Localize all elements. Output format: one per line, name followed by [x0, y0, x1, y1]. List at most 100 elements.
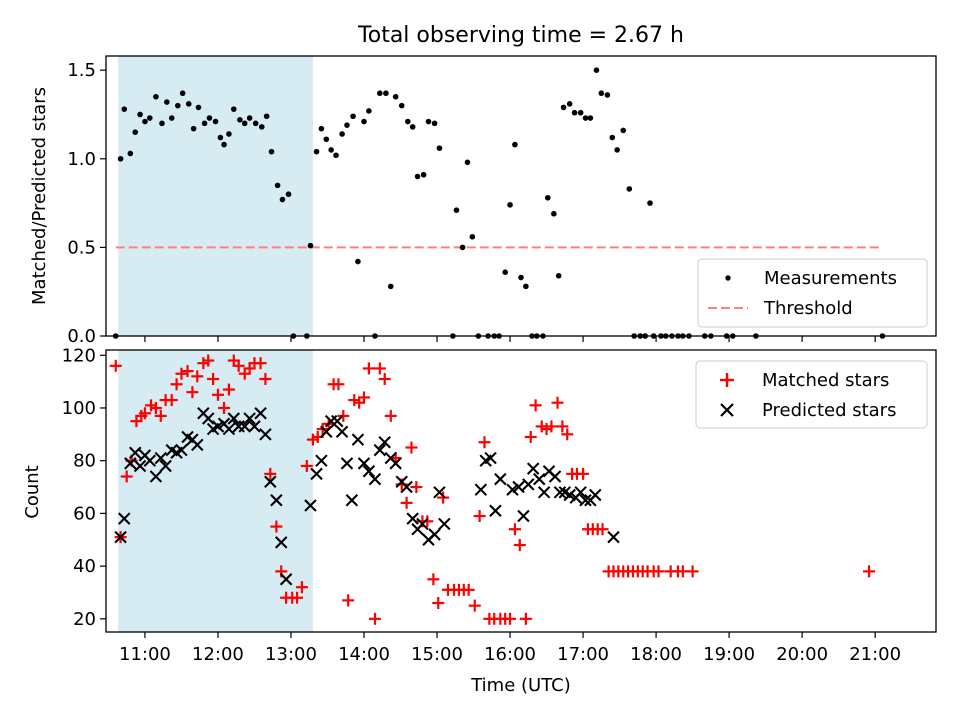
measurement-point: [405, 118, 411, 125]
matched-star-point: [300, 459, 313, 472]
matched-star-point: [232, 359, 245, 372]
matched-star-point: [362, 362, 375, 375]
predicted-star-stroke-b: [574, 486, 587, 499]
measurement-point: [268, 148, 275, 155]
measurement-point: [230, 106, 237, 112]
predicted-star-stroke-b: [362, 464, 376, 478]
predicted-star-stroke-b: [335, 425, 349, 438]
measurement-point: [195, 104, 202, 111]
predicted-star-stroke-b: [310, 467, 323, 481]
predicted-star-stroke-b: [522, 478, 535, 491]
predicted-star-point: [133, 459, 147, 473]
predicted-star-point: [335, 425, 349, 438]
measurement-point: [212, 118, 219, 125]
matched-star-point: [332, 378, 345, 391]
predicted-star-point: [428, 528, 441, 541]
predicted-star-stroke-b: [124, 457, 137, 470]
bottom-y-tick-label: 120: [62, 345, 96, 366]
matched-star-point: [120, 470, 133, 483]
predicted-star-stroke-b: [438, 517, 451, 531]
measurement-point: [142, 118, 148, 125]
matched-star-point: [473, 510, 486, 523]
predicted-star-stroke-b: [315, 454, 328, 467]
predicted-star-stroke-b: [279, 573, 293, 586]
observing-window-shade: [118, 56, 313, 336]
predicted-star-point: [548, 470, 562, 483]
bottom-axes-frame: [105, 349, 937, 633]
measurement-point: [409, 124, 416, 130]
measurement-point: [221, 141, 227, 148]
matched-star-point: [504, 612, 517, 625]
measurement-point: [132, 129, 139, 136]
matched-star-point: [462, 583, 475, 596]
measurement-point: [179, 90, 186, 97]
predicted-star-point: [330, 414, 344, 428]
measurement-point: [469, 233, 476, 240]
measurement-point: [366, 108, 372, 114]
measurement-point: [121, 106, 128, 112]
predicted-star-point: [484, 451, 497, 465]
legend-measurements-marker: [725, 275, 731, 281]
measurement-point: [159, 120, 165, 127]
measurement-point: [582, 115, 589, 121]
bottom-x-tick-label: 13:00: [265, 644, 317, 665]
measurement-point: [604, 92, 611, 98]
matched-star-point: [264, 467, 277, 480]
measurement-point: [361, 118, 367, 125]
bottom-legend: Matched stars Predicted stars: [695, 360, 928, 429]
predicted-star-point: [517, 509, 530, 523]
predicted-star-point: [201, 412, 215, 425]
measurement-point: [323, 136, 330, 143]
predicted-star-stroke-b: [345, 493, 359, 507]
predicted-star-stroke-b: [175, 443, 188, 457]
predicted-star-stroke-b: [201, 412, 215, 425]
predicted-star-stroke-b: [533, 472, 546, 486]
matched-star-point: [400, 496, 413, 509]
predicted-star-stroke-b: [484, 451, 497, 465]
matched-star-point: [259, 372, 272, 385]
matched-star-point: [109, 359, 122, 372]
predicted-star-stroke-b: [563, 488, 576, 502]
measurement-point: [555, 272, 562, 279]
predicted-star-stroke-b: [154, 451, 168, 465]
predicted-star-point: [588, 488, 602, 502]
legend-predicted-label: Predicted stars: [762, 400, 896, 421]
measurement-point: [436, 145, 443, 151]
predicted-star-stroke-b: [428, 528, 441, 541]
measurement-point: [383, 90, 389, 97]
matched-star-point: [368, 612, 381, 625]
predicted-star-point: [114, 530, 127, 544]
measurement-point: [318, 125, 325, 132]
measurement-point: [593, 67, 600, 73]
predicted-star-stroke-b: [330, 414, 344, 428]
predicted-star-point: [522, 478, 535, 491]
bottom-x-tick-label: 20:00: [776, 644, 828, 665]
measurement-point: [339, 131, 345, 137]
bottom-x-tick-label: 19:00: [703, 644, 755, 665]
bottom-x-tick-label: 11:00: [119, 644, 171, 665]
top-y-tick-label: 1.0: [67, 149, 96, 170]
predicted-star-stroke-b: [351, 433, 365, 446]
predicted-star-stroke-b: [320, 425, 333, 438]
measurement-point: [307, 242, 314, 249]
predicted-star-stroke-b: [368, 472, 382, 486]
predicted-star-point: [537, 486, 551, 499]
measurement-point: [263, 113, 270, 120]
bottom-x-tick-label: 14:00: [338, 644, 390, 665]
predicted-star-point: [175, 443, 188, 457]
measurement-point: [566, 101, 573, 107]
top-panel: 0.0 0.5 1.0 1.5 Matched/Predicted stars Mea…: [29, 55, 937, 347]
predicted-star-stroke-b: [357, 457, 371, 470]
measurement-point: [164, 99, 170, 105]
top-y-tick-label: 0.5: [67, 237, 96, 258]
predicted-star-point: [474, 483, 488, 496]
predicted-star-stroke-b: [270, 493, 283, 507]
matched-star-point: [202, 354, 215, 367]
measurement-point: [512, 141, 518, 148]
top-y-axis-label: Matched/Predicted stars: [29, 87, 50, 305]
predicted-star-stroke-b: [607, 530, 620, 544]
matched-star-point: [508, 523, 521, 536]
predicted-star-point: [275, 536, 288, 549]
measurement-point: [147, 115, 153, 121]
predicted-star-stroke-b: [416, 517, 429, 531]
